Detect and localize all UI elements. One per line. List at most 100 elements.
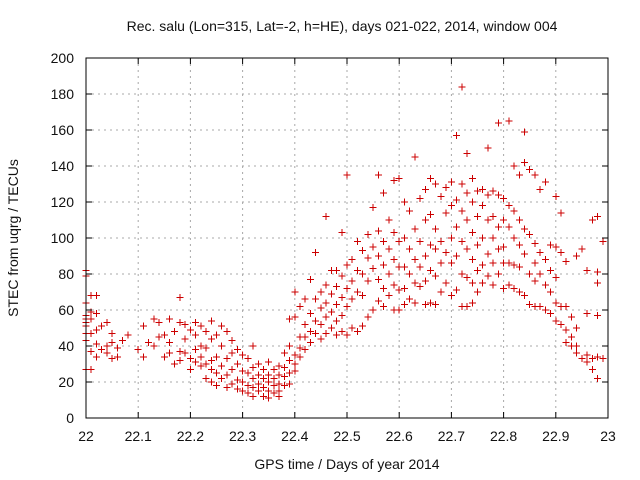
data-point [92, 310, 100, 318]
data-point [92, 353, 100, 361]
data-point [92, 340, 100, 348]
data-point [458, 83, 466, 91]
data-point [87, 308, 95, 316]
data-point [484, 144, 492, 152]
data-point [400, 234, 408, 242]
data-point [176, 356, 184, 364]
data-point [317, 320, 325, 328]
data-point [380, 238, 388, 246]
data-point [181, 349, 189, 357]
data-point [322, 281, 330, 289]
data-point [552, 317, 560, 325]
data-point [567, 333, 575, 341]
data-point [280, 382, 288, 390]
data-point [594, 374, 602, 382]
data-point [364, 254, 372, 262]
data-point [380, 284, 388, 292]
data-point [494, 245, 502, 253]
y-tick-label: 80 [58, 266, 74, 282]
y-tick-label: 140 [51, 158, 75, 174]
data-point [202, 344, 210, 352]
data-point [259, 365, 267, 373]
data-point [239, 387, 247, 395]
data-point [463, 189, 471, 197]
y-tick-label: 120 [51, 194, 75, 210]
data-point [348, 256, 356, 264]
data-point [489, 187, 497, 195]
data-point [186, 355, 194, 363]
data-point [218, 322, 226, 330]
data-point [588, 216, 596, 224]
data-point [374, 171, 382, 179]
grid-layer [86, 58, 608, 418]
data-point [552, 274, 560, 282]
data-point [400, 263, 408, 271]
data-point [359, 270, 367, 278]
data-point [583, 351, 591, 359]
data-point [536, 248, 544, 256]
y-axis-label: STEC from uqrg / TECUs [5, 159, 21, 317]
data-point [275, 362, 283, 370]
data-point [432, 180, 440, 188]
data-point [395, 238, 403, 246]
data-point [150, 342, 158, 350]
data-point [92, 292, 100, 300]
data-point [510, 261, 518, 269]
data-point [541, 306, 549, 314]
data-point [468, 279, 476, 287]
data-point [515, 288, 523, 296]
data-point [406, 270, 414, 278]
x-tick-label: 22.4 [281, 428, 308, 444]
data-point [103, 342, 111, 350]
data-point [494, 270, 502, 278]
data-point [348, 324, 356, 332]
data-point [233, 376, 241, 384]
data-point [500, 243, 508, 251]
data-point [192, 331, 200, 339]
data-point [541, 256, 549, 264]
data-point [239, 378, 247, 386]
data-point [265, 387, 273, 395]
x-axis-label: GPS time / Days of year 2014 [254, 456, 439, 472]
data-point [374, 297, 382, 305]
data-point [213, 369, 220, 377]
data-point [594, 279, 602, 287]
data-point [265, 358, 273, 366]
data-point [306, 328, 314, 336]
data-point [333, 266, 341, 274]
data-point [301, 346, 309, 354]
data-point [484, 272, 492, 280]
x-tick-label: 22 [78, 428, 94, 444]
data-point [254, 387, 262, 395]
data-point [87, 315, 95, 323]
data-point [197, 342, 205, 350]
data-point [113, 353, 121, 361]
data-point [468, 299, 476, 307]
data-point [453, 223, 461, 231]
data-point [322, 329, 330, 337]
data-point [479, 279, 487, 287]
data-point [547, 241, 555, 249]
data-point [333, 301, 341, 309]
data-point [510, 207, 518, 215]
data-point [291, 351, 299, 359]
data-point [306, 310, 314, 318]
data-point [421, 185, 429, 193]
data-point [369, 203, 377, 211]
data-point [286, 380, 294, 388]
data-point [207, 317, 215, 325]
data-point [536, 302, 544, 310]
data-point [520, 128, 528, 136]
data-point [520, 158, 528, 166]
data-point [583, 358, 591, 366]
data-point [348, 277, 356, 285]
data-point [364, 230, 372, 238]
data-point [218, 374, 226, 382]
data-point [192, 319, 200, 327]
data-point [353, 238, 361, 246]
data-point [447, 259, 455, 267]
data-point [327, 324, 335, 332]
data-point [447, 234, 455, 242]
data-point [437, 238, 445, 246]
